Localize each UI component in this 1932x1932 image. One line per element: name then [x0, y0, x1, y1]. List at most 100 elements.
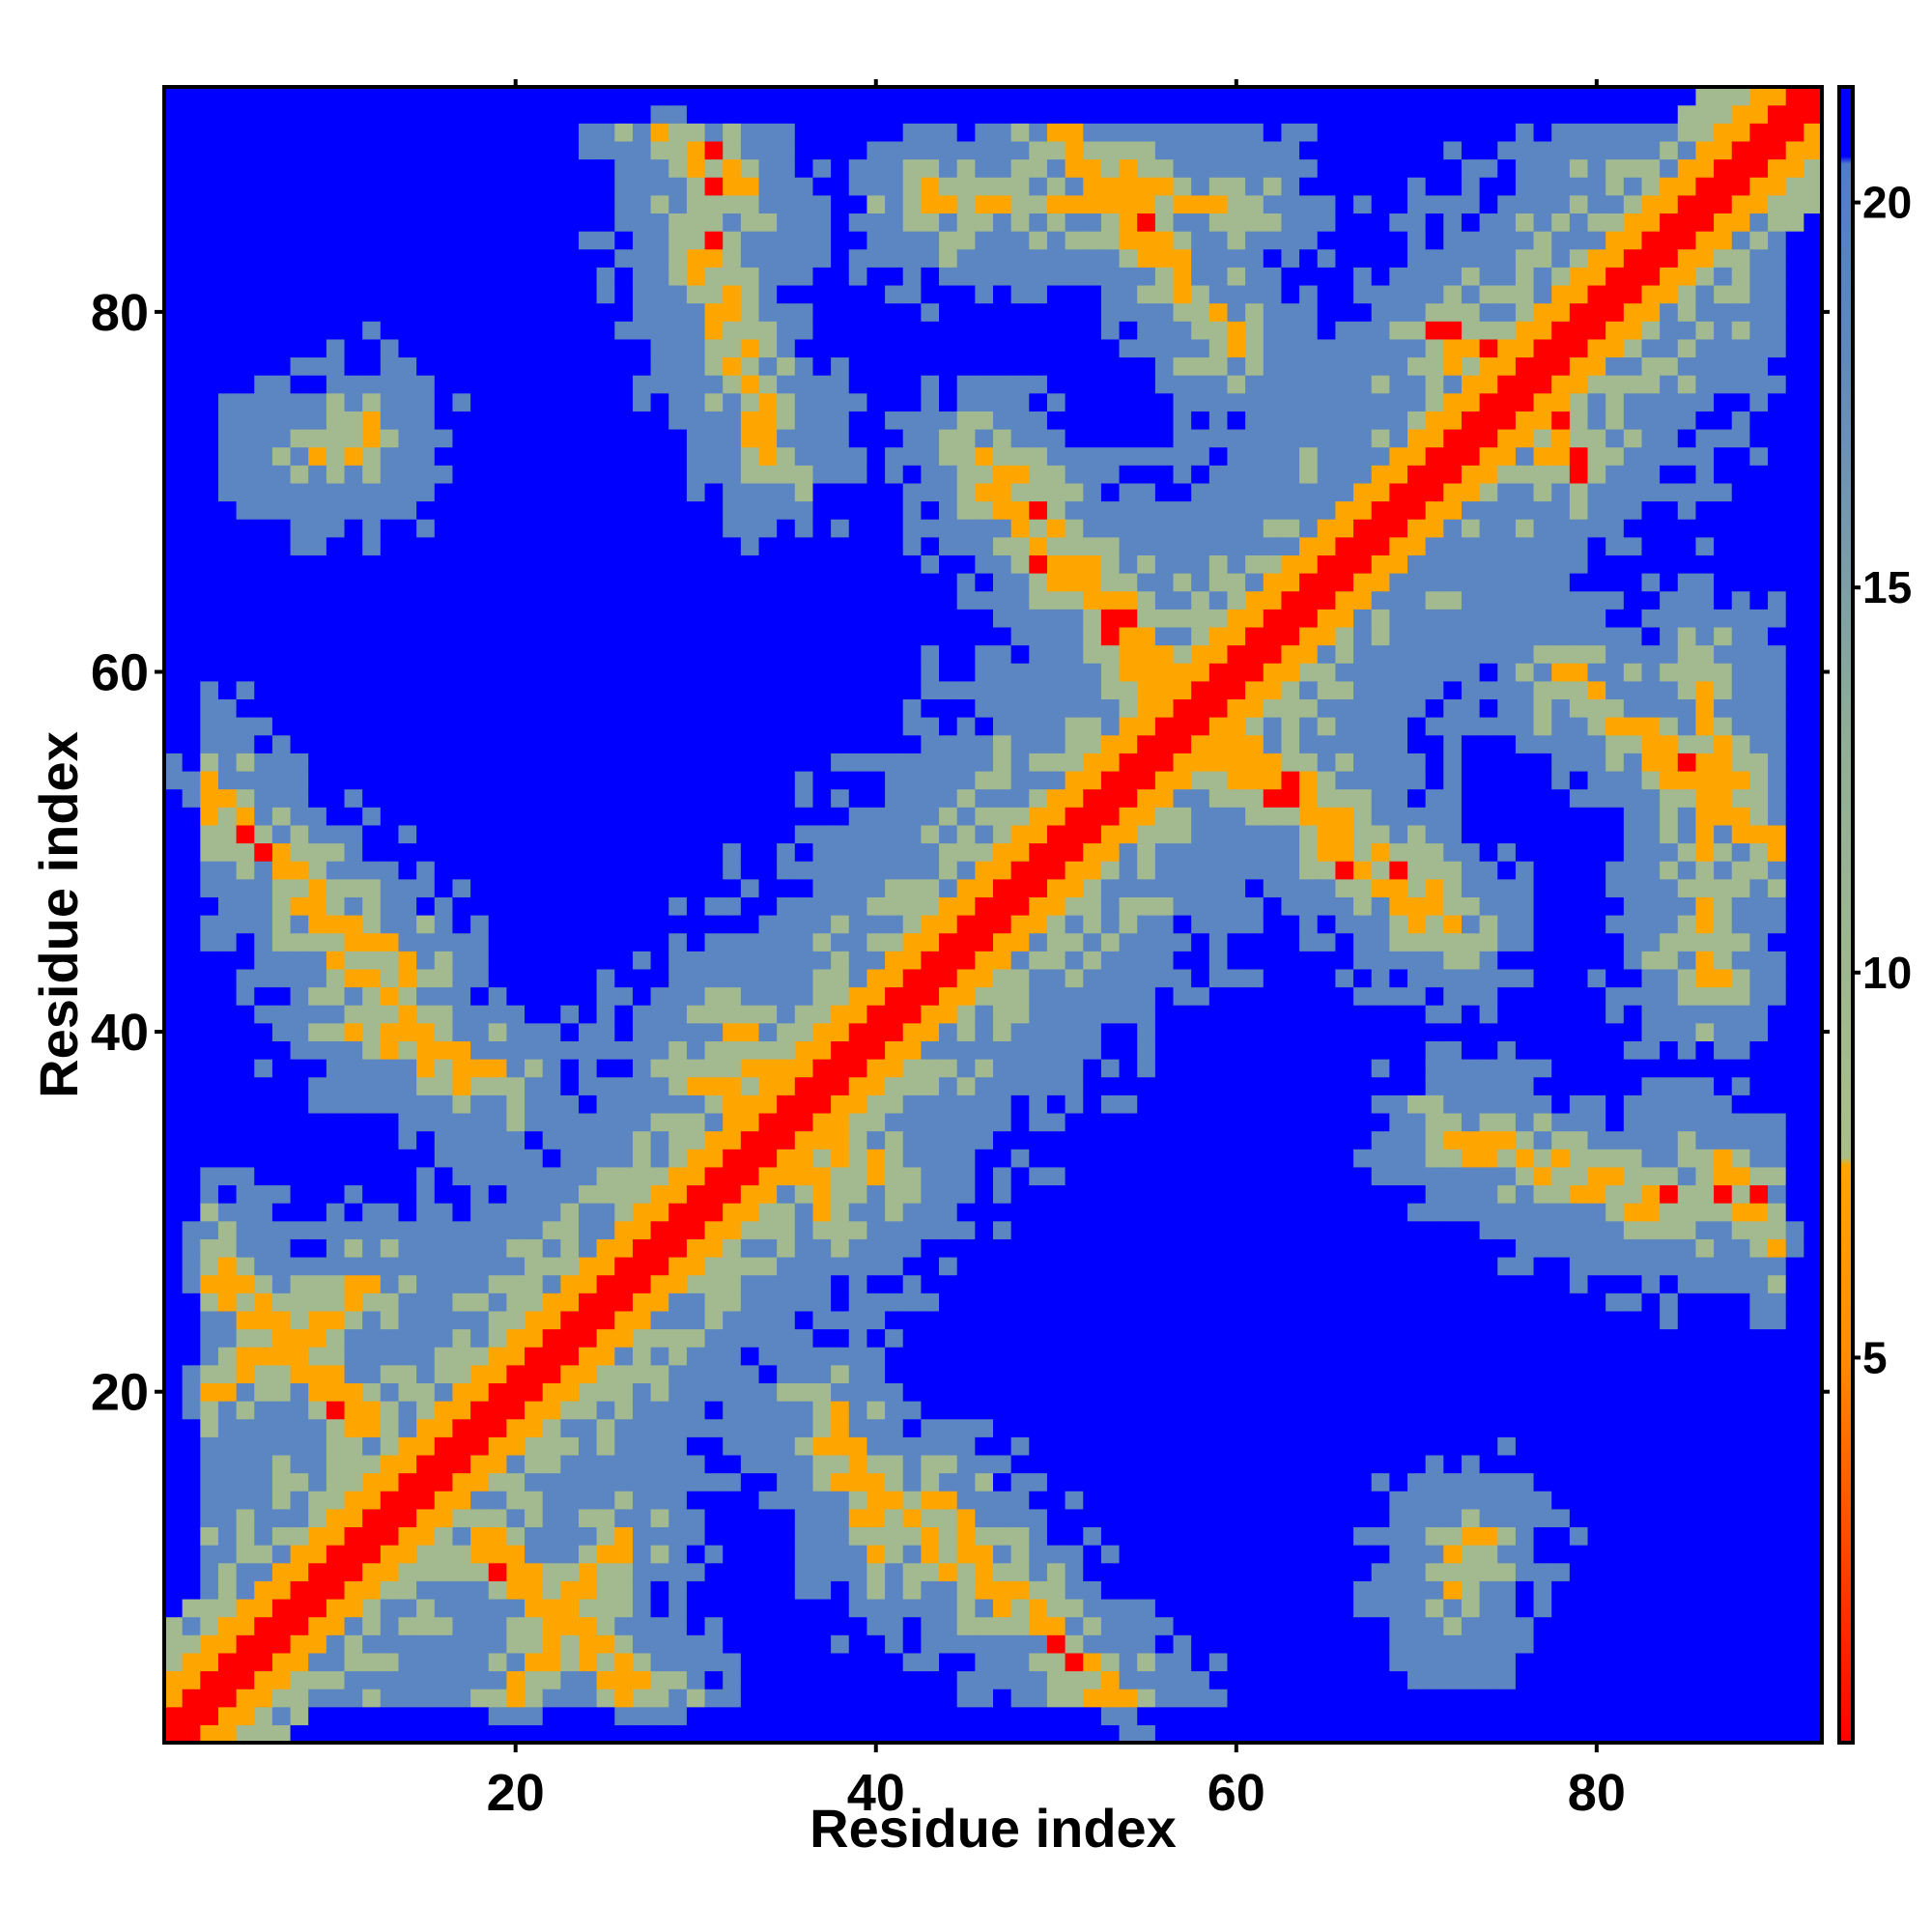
heatmap-cell [506, 1580, 526, 1600]
heatmap-cell [885, 231, 904, 250]
heatmap-cell [885, 321, 904, 340]
heatmap-cell [848, 248, 868, 268]
heatmap-cell [525, 248, 544, 268]
heatmap-cell [632, 1418, 652, 1437]
heatmap-cell [723, 1005, 742, 1024]
heatmap-cell [344, 338, 363, 358]
heatmap-cell [579, 123, 598, 142]
heatmap-cell [416, 590, 436, 610]
heatmap-cell [200, 500, 219, 520]
heatmap-cell [488, 590, 507, 610]
heatmap-cell [939, 590, 958, 610]
heatmap-cell [416, 87, 436, 106]
heatmap-cell [380, 734, 400, 753]
heatmap-cell [271, 968, 292, 988]
heatmap-cell [362, 1472, 382, 1492]
heatmap-cell [182, 428, 201, 448]
heatmap-cell [182, 104, 201, 124]
heatmap-cell [1065, 554, 1084, 574]
heatmap-cell [236, 932, 255, 952]
heatmap-cell [290, 1022, 309, 1042]
heatmap-cell [236, 1706, 255, 1725]
heatmap-cell [398, 680, 417, 700]
heatmap-cell [525, 896, 544, 916]
heatmap-cell [1065, 1580, 1084, 1600]
heatmap-cell [1083, 626, 1102, 646]
heatmap-cell [596, 1203, 615, 1222]
heatmap-cell [308, 213, 327, 232]
heatmap-cell [362, 123, 382, 142]
heatmap-cell [579, 1454, 598, 1474]
heatmap-cell [614, 1238, 634, 1258]
heatmap-cell [902, 321, 922, 340]
heatmap-cell [794, 1670, 814, 1690]
heatmap-cell [668, 465, 688, 484]
heatmap-cell [470, 663, 490, 682]
heatmap-cell [1137, 1706, 1156, 1725]
heatmap-cell [525, 1094, 544, 1114]
heatmap-cell [1010, 123, 1030, 142]
heatmap-cell [182, 411, 201, 430]
heatmap-cell [1083, 644, 1102, 664]
heatmap-cell [182, 1508, 201, 1528]
heatmap-cell [939, 465, 958, 484]
heatmap-cell [704, 1040, 724, 1060]
heatmap-cell [993, 1598, 1012, 1618]
heatmap-cell [308, 1508, 327, 1528]
heatmap-cell [579, 968, 598, 988]
heatmap-cell [579, 392, 598, 412]
heatmap-cell [794, 1184, 814, 1204]
heatmap-cell [560, 1166, 580, 1186]
heatmap-cell [308, 428, 327, 448]
heatmap-cell [470, 1149, 490, 1168]
heatmap-cell [758, 177, 778, 196]
heatmap-cell [867, 1454, 886, 1474]
heatmap-cell [867, 1689, 886, 1708]
heatmap-cell [740, 158, 760, 178]
heatmap-cell [579, 267, 598, 286]
heatmap-cell [434, 1238, 454, 1258]
heatmap-cell [200, 1347, 219, 1366]
heatmap-cell [831, 194, 850, 214]
heatmap-cell [1100, 1526, 1121, 1546]
heatmap-cell [1065, 788, 1084, 808]
heatmap-cell [668, 1040, 688, 1060]
heatmap-cell [686, 140, 706, 160]
heatmap-cell [308, 788, 327, 808]
heatmap-cell [1029, 1059, 1048, 1078]
heatmap-cell [650, 1382, 669, 1402]
heatmap-cell [723, 824, 742, 844]
heatmap-cell [993, 1454, 1012, 1474]
heatmap-cell [794, 1328, 814, 1348]
heatmap-cell [740, 1472, 760, 1492]
heatmap-cell [632, 1562, 652, 1581]
heatmap-cell [398, 482, 417, 502]
heatmap-cell [1029, 1274, 1048, 1293]
heatmap-cell [596, 932, 615, 952]
heatmap-cell [956, 1130, 976, 1150]
heatmap-cell [1046, 1491, 1066, 1510]
heatmap-cell [1119, 140, 1138, 160]
heatmap-cell [1046, 626, 1066, 646]
heatmap-cell [686, 1130, 706, 1150]
heatmap-cell [488, 1364, 507, 1383]
heatmap-cell [560, 1293, 580, 1312]
heatmap-cell [452, 753, 471, 772]
heatmap-cell [956, 177, 976, 196]
heatmap-cell [1119, 1382, 1138, 1402]
heatmap-cell [236, 1454, 255, 1474]
heatmap-cell [723, 1112, 742, 1132]
heatmap-cell [254, 1328, 273, 1348]
heatmap-cell [777, 267, 796, 286]
heatmap-cell [182, 1328, 201, 1348]
heatmap-cell [1029, 1256, 1048, 1276]
heatmap-cell [704, 698, 724, 718]
heatmap-cell [308, 807, 327, 826]
heatmap-cell [596, 573, 615, 592]
heatmap-cell [416, 698, 436, 718]
heatmap-cell [380, 446, 400, 466]
heatmap-cell [217, 1580, 238, 1600]
heatmap-cell [777, 986, 796, 1006]
heatmap-cell [525, 663, 544, 682]
heatmap-cell [794, 861, 814, 880]
